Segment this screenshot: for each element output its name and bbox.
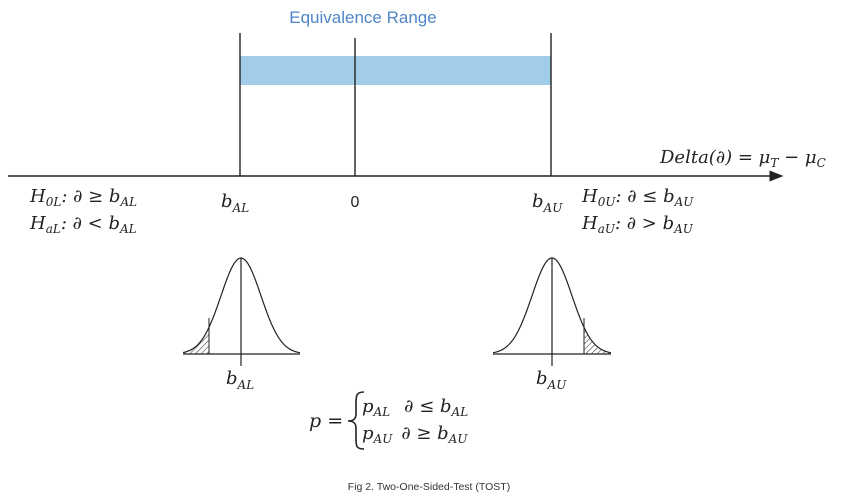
p-formula-case-lower: pAL ∂ ≤ bAL — [362, 396, 468, 419]
left-alt-hypothesis: HaL: ∂ < bAL — [29, 213, 137, 236]
left-distribution — [182, 257, 301, 366]
tick-label-lower: bAL — [221, 191, 249, 215]
p-formula-lhs: p = — [309, 410, 343, 432]
left-rejection-region — [183, 327, 209, 354]
p-formula-case-upper: pAU ∂ ≥ bAU — [362, 423, 468, 446]
figure-caption: Fig 2. Two-One-Sided-Test (TOST) — [348, 481, 510, 493]
right-rejection-region — [584, 327, 611, 354]
right-distribution — [492, 257, 612, 366]
equivalence-band — [240, 56, 551, 85]
right-alt-hypothesis: HaU: ∂ > bAU — [581, 213, 694, 236]
right-null-hypothesis: H0U: ∂ ≤ bAU — [581, 186, 694, 209]
left-null-hypothesis: H0L: ∂ ≥ bAL — [29, 186, 137, 209]
p-formula-brace — [347, 391, 365, 450]
equivalence-range-title: Equivalence Range — [289, 8, 436, 27]
right-curve-label: bAU — [536, 368, 567, 392]
tick-label-upper: bAU — [532, 191, 563, 215]
axis-label: Delta(∂) = μT − μC — [659, 147, 826, 170]
tick-label-zero: 0 — [351, 194, 360, 211]
left-curve-label: bAL — [226, 368, 254, 392]
p-value-formula: p = pAL ∂ ≤ bAL pAU ∂ ≥ bAU — [309, 391, 468, 450]
